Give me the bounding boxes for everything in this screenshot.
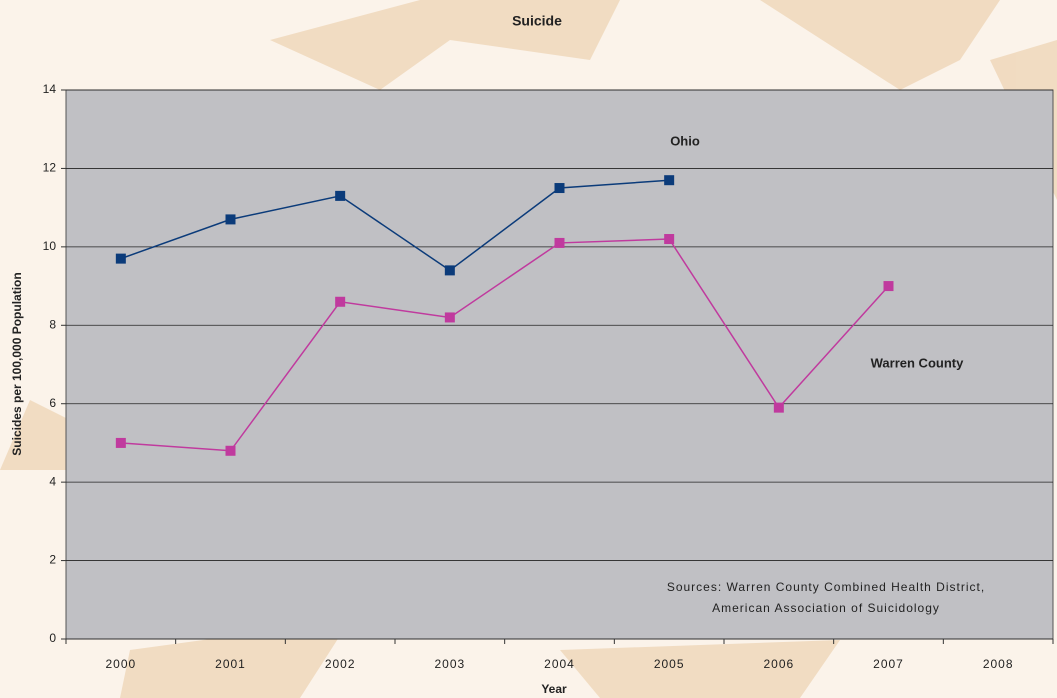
series-label: Ohio — [670, 133, 700, 148]
y-tick-label: 10 — [43, 239, 57, 253]
y-tick-label: 12 — [43, 161, 57, 175]
x-axis-label: Year — [541, 682, 567, 696]
x-tick-label: 2002 — [325, 657, 356, 671]
source-note: American Association of Suicidology — [712, 601, 940, 615]
data-point — [554, 237, 565, 248]
chart-title: Suicide — [512, 13, 562, 29]
y-tick-label: 0 — [49, 631, 56, 645]
data-point — [335, 190, 346, 201]
y-tick-label: 4 — [49, 474, 56, 488]
y-tick-label: 6 — [49, 396, 56, 410]
x-tick-label: 2004 — [544, 657, 575, 671]
data-point — [444, 312, 455, 323]
x-tick-label: 2006 — [763, 657, 794, 671]
data-point — [115, 253, 126, 264]
data-point — [773, 402, 784, 413]
plot-area — [65, 89, 1054, 640]
data-point — [883, 281, 894, 292]
x-tick-label: 2000 — [105, 657, 136, 671]
x-tick-label: 2008 — [983, 657, 1014, 671]
data-point — [335, 296, 346, 307]
x-tick-label: 2007 — [873, 657, 904, 671]
data-point — [225, 445, 236, 456]
data-point — [444, 265, 455, 276]
x-tick-label: 2001 — [215, 657, 246, 671]
series-line — [120, 238, 890, 452]
data-point — [115, 437, 126, 448]
x-tick-label: 2005 — [654, 657, 685, 671]
data-point — [225, 214, 236, 225]
data-point — [664, 234, 675, 245]
y-tick-label: 14 — [43, 82, 57, 96]
series-line — [120, 179, 670, 272]
x-tick-label: 2003 — [434, 657, 465, 671]
y-tick-label: 2 — [49, 553, 56, 567]
series-label: Warren County — [871, 355, 964, 370]
y-axis-label: Suicides per 100,000 Population — [10, 272, 24, 455]
data-point — [664, 175, 675, 186]
data-point — [554, 183, 565, 194]
source-note: Sources: Warren County Combined Health D… — [667, 580, 985, 594]
y-tick-label: 8 — [49, 317, 56, 331]
